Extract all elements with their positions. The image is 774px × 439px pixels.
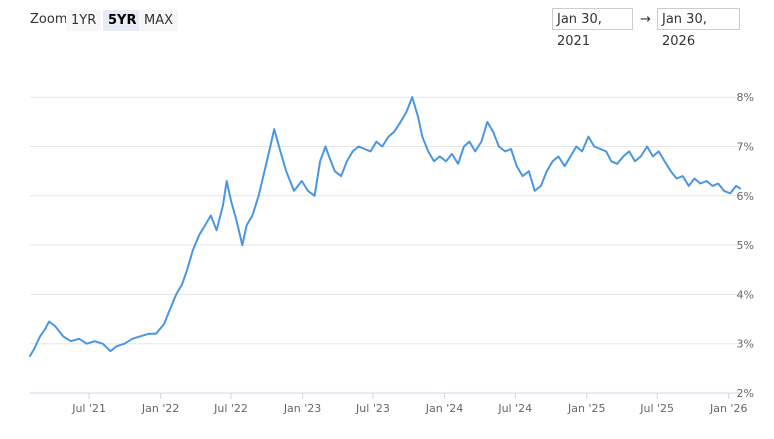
zoom-1yr-button[interactable]: 1YR: [66, 10, 102, 31]
grid-lines: [30, 96, 740, 345]
rate-series-line: [29, 96, 741, 357]
x-tick-label: Jul '24: [497, 402, 532, 415]
from-date-input[interactable]: Jan 30, 2021: [552, 8, 633, 49]
zoom-label: Zoom: [30, 12, 68, 27]
y-tick-label: 6%: [737, 190, 754, 203]
x-tick-label: Jan '22: [141, 402, 179, 415]
y-tick-label: 2%: [737, 387, 754, 400]
y-tick-label: 5%: [737, 239, 754, 252]
y-tick-label: 8%: [737, 91, 754, 104]
x-tick-label: Jul '23: [355, 402, 390, 415]
x-tick-label: Jan '25: [567, 402, 605, 415]
to-date-input[interactable]: Jan 30, 2026: [657, 8, 740, 49]
zoom-5yr-button[interactable]: 5YR: [103, 10, 142, 31]
date-separator: →: [640, 12, 651, 27]
x-tick-label: Jan '24: [425, 402, 463, 415]
x-tick-label: Jul '25: [639, 402, 674, 415]
y-tick-label: 7%: [737, 141, 754, 154]
y-tick-label: 3%: [737, 338, 754, 351]
x-tick-label: Jan '23: [283, 402, 321, 415]
y-axis-labels: 2% 3% 4% 5% 6% 7% 8%: [737, 91, 754, 400]
x-tick-label: Jan '26: [709, 402, 747, 415]
zoom-max-button[interactable]: MAX: [139, 10, 179, 31]
x-tick-label: Jul '21: [71, 402, 106, 415]
x-axis: Jul '21 Jan '22 Jul '22 Jan '23 Jul '23 Jan '…: [30, 392, 747, 415]
y-tick-label: 4%: [737, 288, 754, 301]
x-tick-label: Jul '22: [213, 402, 248, 415]
chart-toolbar: Zoom 1YR 5YR MAX Jan 30, 2021 → Jan 30, …: [0, 0, 774, 49]
series-layer: [29, 96, 741, 357]
